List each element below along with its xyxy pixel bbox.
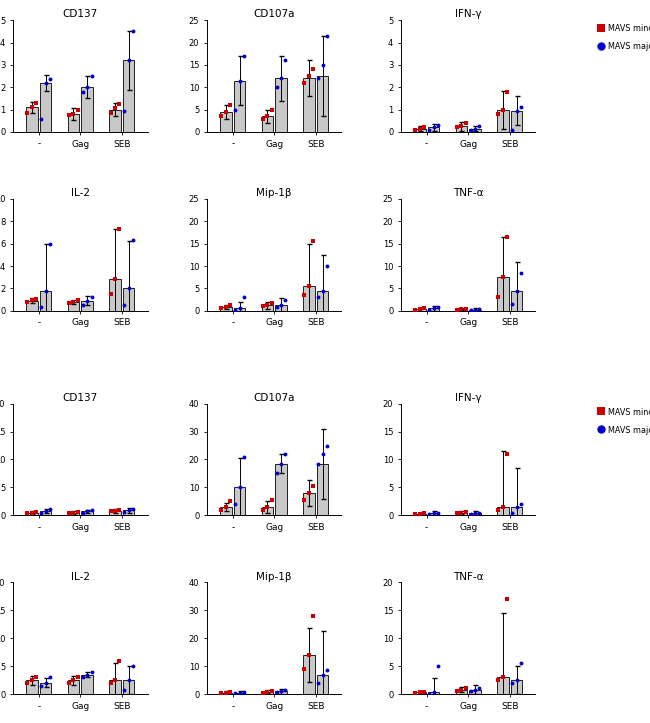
Bar <box>40 683 51 694</box>
Title: TNF-α: TNF-α <box>453 188 484 198</box>
Bar <box>261 305 273 311</box>
Bar <box>511 111 523 132</box>
Bar <box>109 680 121 694</box>
Bar <box>469 129 481 132</box>
Bar <box>317 675 328 694</box>
Bar <box>497 110 509 132</box>
Bar <box>26 680 38 694</box>
Bar <box>303 493 315 515</box>
Bar <box>220 307 231 311</box>
Bar <box>303 286 315 311</box>
Bar <box>275 305 287 311</box>
Bar <box>261 116 273 132</box>
Bar <box>303 78 315 132</box>
Bar <box>68 513 79 515</box>
Bar <box>456 309 467 311</box>
Title: Mip-1β: Mip-1β <box>257 188 292 198</box>
Title: CD137: CD137 <box>62 393 98 403</box>
Title: CD107a: CD107a <box>254 393 295 403</box>
Title: IL-2: IL-2 <box>71 188 90 198</box>
Bar <box>497 277 509 311</box>
Bar <box>81 87 93 132</box>
Bar <box>123 510 135 515</box>
Bar <box>414 309 426 311</box>
Bar <box>40 83 51 132</box>
Bar <box>428 127 439 132</box>
Bar <box>261 507 273 515</box>
Bar <box>414 513 426 515</box>
Bar <box>303 655 315 694</box>
Bar <box>123 288 135 311</box>
Bar <box>109 511 121 515</box>
Bar <box>317 291 328 311</box>
Title: CD107a: CD107a <box>254 9 295 20</box>
Title: Mip-1β: Mip-1β <box>257 572 292 581</box>
Bar <box>428 309 439 311</box>
Bar <box>123 61 135 132</box>
Bar <box>511 291 523 311</box>
Title: IFN-γ: IFN-γ <box>455 393 482 403</box>
Bar <box>497 507 509 515</box>
Bar <box>109 110 121 132</box>
Bar <box>234 309 245 311</box>
Bar <box>317 463 328 515</box>
Bar <box>414 693 426 694</box>
Bar <box>234 487 245 515</box>
Bar <box>68 114 79 132</box>
Bar <box>81 511 93 515</box>
Bar <box>275 463 287 515</box>
Title: TNF-α: TNF-α <box>453 572 484 581</box>
Title: IL-2: IL-2 <box>71 572 90 581</box>
Bar <box>81 301 93 311</box>
Bar <box>428 693 439 694</box>
Title: IFN-γ: IFN-γ <box>455 9 482 20</box>
Bar <box>220 507 231 515</box>
Title: CD137: CD137 <box>62 9 98 20</box>
Bar <box>234 80 245 132</box>
Bar <box>469 690 481 694</box>
Bar <box>261 692 273 694</box>
Bar <box>26 108 38 132</box>
Bar <box>456 127 467 132</box>
Bar <box>220 112 231 132</box>
Bar <box>40 511 51 515</box>
Legend: MAVS minor genotype, MAVS major genotype: MAVS minor genotype, MAVS major genotype <box>599 25 650 51</box>
Bar <box>275 691 287 694</box>
Bar <box>414 129 426 132</box>
Bar <box>497 677 509 694</box>
Bar <box>275 78 287 132</box>
Bar <box>511 680 523 694</box>
Bar <box>68 680 79 694</box>
Bar <box>123 680 135 694</box>
Bar <box>220 693 231 694</box>
Bar <box>40 291 51 311</box>
Bar <box>469 513 481 515</box>
Bar <box>26 513 38 515</box>
Bar <box>456 513 467 515</box>
Legend: MAVS minor genotype, MAVS major genotype: MAVS minor genotype, MAVS major genotype <box>599 408 650 435</box>
Bar <box>469 309 481 311</box>
Bar <box>511 507 523 515</box>
Bar <box>428 513 439 515</box>
Bar <box>456 690 467 694</box>
Bar <box>317 76 328 132</box>
Bar <box>234 693 245 694</box>
Bar <box>81 675 93 694</box>
Bar <box>109 279 121 311</box>
Bar <box>68 301 79 311</box>
Bar <box>26 301 38 311</box>
